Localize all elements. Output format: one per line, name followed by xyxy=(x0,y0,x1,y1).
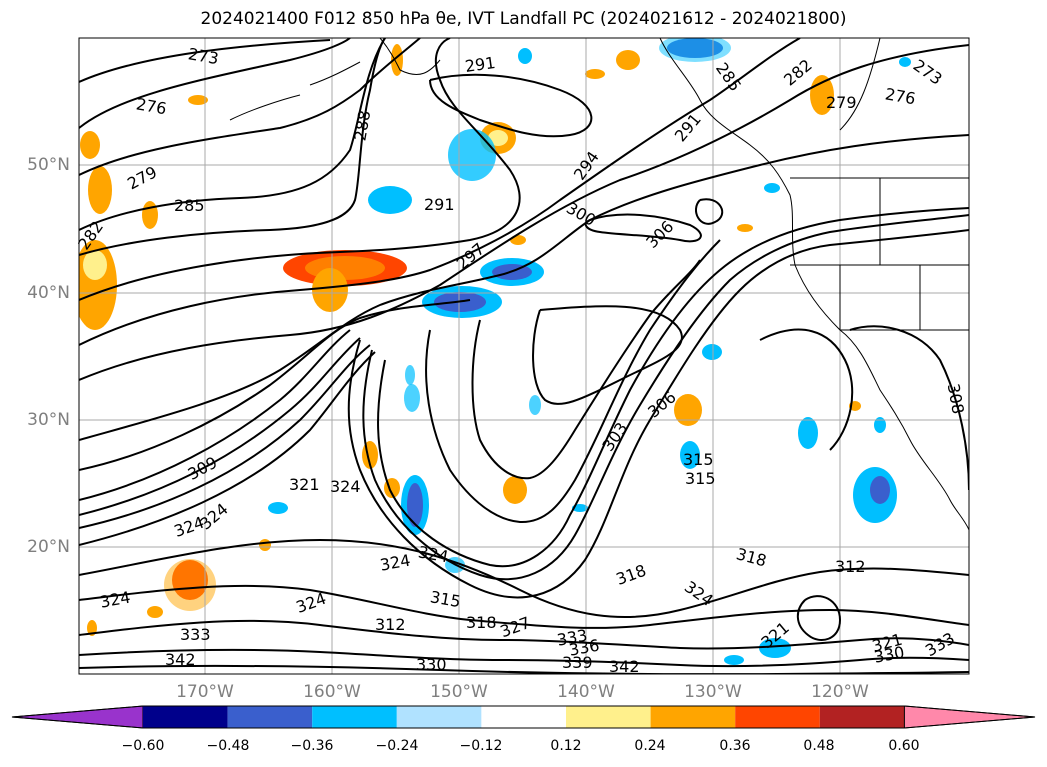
contour-label: 308 xyxy=(944,382,968,415)
lat-label: 40°N xyxy=(27,283,70,303)
coastline xyxy=(229,38,969,531)
colorbar-tick: −0.36 xyxy=(290,738,334,754)
contour-label: 324 xyxy=(379,551,412,575)
contour-label: 324 xyxy=(330,477,361,496)
colorbar-tick: −0.24 xyxy=(375,738,419,754)
lon-label: 120°W xyxy=(811,682,869,702)
colorbar-tick: −0.12 xyxy=(459,738,503,754)
lon-label: 130°W xyxy=(684,682,742,702)
contour-label: 279 xyxy=(826,93,857,112)
contour-label: 306 xyxy=(644,387,680,421)
contour-label: 330 xyxy=(873,643,906,667)
contour-label: 279 xyxy=(124,162,160,193)
contour-label: 330 xyxy=(416,655,447,674)
contour-label: 318 xyxy=(614,561,649,589)
contour-label: 324 xyxy=(417,542,450,566)
contour-label: 291 xyxy=(671,110,705,146)
contour-label: 324 xyxy=(99,588,132,612)
lon-label: 150°W xyxy=(430,682,488,702)
theta-e-contours xyxy=(79,38,969,674)
contour-label: 291 xyxy=(424,195,455,214)
contour-label: 291 xyxy=(464,53,497,76)
contour-label: 282 xyxy=(780,55,816,89)
map-frame xyxy=(78,37,970,675)
colorbar-tick: −0.48 xyxy=(206,738,250,754)
lon-label: 160°W xyxy=(303,682,361,702)
colorbar-tick: 0.12 xyxy=(550,738,582,754)
contour-label: 318 xyxy=(466,613,497,632)
contour-label: 294 xyxy=(570,148,603,184)
contour-label: 333 xyxy=(922,629,958,661)
lon-label: 170°W xyxy=(176,682,234,702)
colorbar-tick: 0.24 xyxy=(634,738,666,754)
contour-label: 315 xyxy=(683,450,714,469)
contour-label: 273 xyxy=(187,44,220,68)
colorbar-tick: −0.60 xyxy=(121,738,165,754)
contour-label: 285 xyxy=(712,59,745,95)
colorbar-tick: 0.60 xyxy=(888,738,920,754)
contour-label: 342 xyxy=(165,650,196,669)
contour-label: 324 xyxy=(681,577,717,610)
contour-label: 285 xyxy=(174,196,205,215)
contour-label: 324 xyxy=(294,589,329,617)
contour-label: 288 xyxy=(350,109,374,142)
contour-label: 276 xyxy=(884,84,917,108)
contour-label: 318 xyxy=(734,544,768,570)
contour-label: 327 xyxy=(498,613,533,641)
contour-label: 312 xyxy=(375,615,406,634)
contour-label: 312 xyxy=(835,557,866,576)
lon-label: 140°W xyxy=(557,682,615,702)
contour-label: 306 xyxy=(642,217,677,252)
lat-label: 50°N xyxy=(27,155,70,175)
colorbar-tick: 0.48 xyxy=(803,738,835,754)
contour-label: 333 xyxy=(180,625,211,644)
contour-label: 321 xyxy=(289,475,320,494)
lat-label: 20°N xyxy=(27,537,70,557)
contour-label: 339 xyxy=(562,653,593,672)
colorbar-tick: 0.36 xyxy=(719,738,751,754)
contour-label: 315 xyxy=(685,469,716,488)
lat-label: 30°N xyxy=(27,410,70,430)
contour-label: 276 xyxy=(135,94,168,118)
map-title: 2024021400 F012 850 hPa θe, IVT Landfall… xyxy=(200,9,847,29)
contour-label: 342 xyxy=(609,657,640,676)
contour-label: 315 xyxy=(429,587,462,611)
contour-label: 273 xyxy=(910,56,946,89)
